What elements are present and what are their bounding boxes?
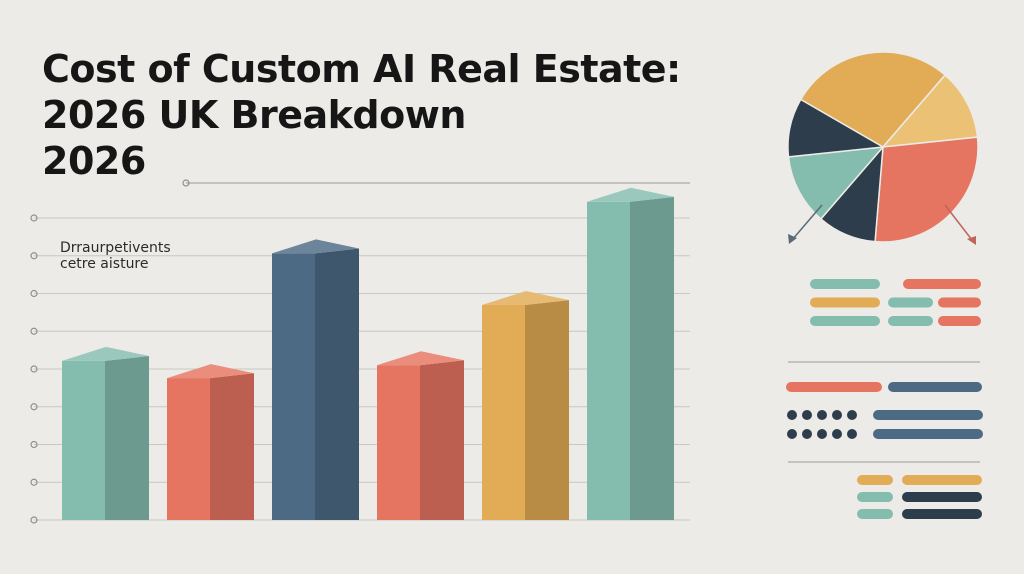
legend-bar (873, 429, 983, 439)
bar (482, 305, 525, 520)
bar (377, 365, 420, 520)
pie-pointer-right (944, 204, 973, 241)
bar-group (62, 346, 149, 520)
bar-group (167, 364, 254, 520)
pie-slice (799, 51, 947, 148)
bar (167, 378, 210, 520)
bar-top (587, 187, 674, 202)
legend-bar (888, 297, 933, 308)
dot-icon (787, 410, 797, 420)
bar-group (272, 239, 359, 520)
pie-slice (881, 74, 979, 148)
legend-bar (903, 279, 981, 289)
dot-icon (847, 429, 857, 439)
bar-side (630, 196, 674, 520)
bar-group (377, 351, 464, 520)
bar-group (587, 187, 674, 521)
arrowhead-icon (967, 236, 976, 245)
bar (587, 201, 630, 521)
legend-bar (810, 316, 880, 326)
dot-icon (787, 429, 797, 439)
bar-side (315, 248, 359, 520)
gridline-marker (30, 478, 38, 486)
legend-bar (857, 492, 893, 502)
dot-icon (802, 429, 812, 439)
pie-slice (787, 98, 886, 158)
bar-top (482, 291, 569, 305)
bar (62, 360, 105, 520)
title-line-2: 2026 UK Breakdown (42, 93, 466, 137)
bar-side (210, 373, 254, 520)
dot-icon (817, 410, 827, 420)
pie-slice (787, 146, 885, 220)
legend-bar (902, 475, 982, 485)
legend-bar (857, 475, 893, 485)
legend-bar (902, 492, 982, 502)
dot-icon (817, 429, 827, 439)
legend-bar (873, 410, 983, 420)
legend-bar (902, 509, 982, 519)
gridline-marker (30, 252, 38, 260)
dot-icon (802, 410, 812, 420)
bar-top (272, 239, 359, 254)
arrowhead-icon (788, 234, 797, 244)
bars-layer (62, 187, 674, 521)
bar-top (167, 364, 254, 379)
legend-bar (888, 316, 933, 326)
mini-legend-panel (786, 279, 983, 519)
bar-group (482, 291, 569, 520)
legend-bar (938, 316, 981, 326)
legend-text-line-1: Drraurpetivents (60, 240, 171, 256)
dot-icon (832, 429, 842, 439)
gridline-marker (30, 289, 38, 298)
top-rule-marker (182, 179, 190, 187)
dot-icon (832, 410, 842, 420)
legend-text-line-2: cetre aisture (60, 256, 149, 272)
pie-pointer-left (791, 204, 823, 241)
gridline-marker (30, 516, 38, 524)
bar (272, 253, 315, 520)
gridline-marker (30, 214, 38, 222)
gridline-marker (30, 403, 38, 411)
legend-bar (810, 297, 880, 308)
title-line-1: Cost of Custom AI Real Estate: (42, 47, 681, 91)
bar-side (420, 360, 464, 520)
title-line-3: 2026 (42, 139, 146, 183)
legend-bar (810, 279, 880, 289)
legend-bar (857, 509, 893, 519)
bar-top (377, 351, 464, 366)
gridline-marker (30, 365, 38, 373)
gridline-marker (30, 327, 38, 335)
pie-slice (874, 136, 979, 243)
bar-top (62, 346, 149, 361)
bar-side (105, 356, 149, 520)
bar-side (525, 300, 569, 520)
pie-chart (787, 51, 979, 245)
page-title: Cost of Custom AI Real Estate: 2026 UK B… (42, 46, 681, 184)
legend-bar (786, 382, 882, 392)
legend-bar (888, 382, 982, 392)
gridline-marker (30, 440, 38, 449)
chart-legend: Drraurpetivents cetre aisture (60, 240, 171, 272)
dot-icon (847, 410, 857, 420)
legend-bar (938, 297, 981, 308)
